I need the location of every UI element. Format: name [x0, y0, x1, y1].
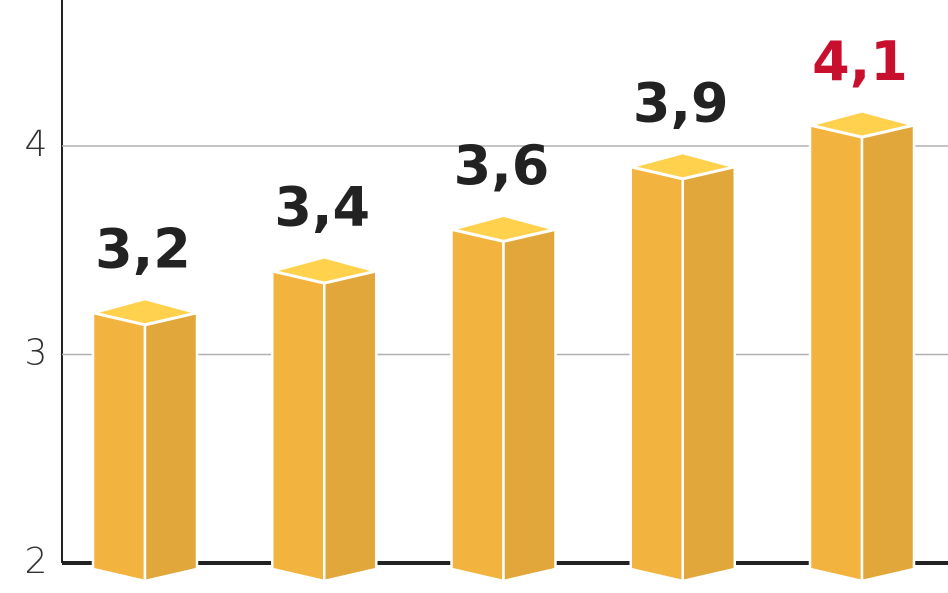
bar-top-face: [809, 109, 915, 139]
bar-front-face: [629, 165, 684, 583]
value-label: 3,6: [454, 134, 550, 197]
bar-side-face: [860, 123, 916, 583]
bar-side-face: [143, 311, 199, 583]
bar-front-face: [450, 227, 505, 583]
bar-front-face: [91, 311, 147, 583]
bar-front-face: [271, 269, 326, 583]
bar-top-face: [630, 151, 736, 181]
bar-top-face: [92, 297, 198, 327]
bar: [629, 151, 736, 583]
value-label: 4,1: [812, 30, 908, 93]
bar-side-face: [502, 227, 557, 583]
value-label: 3,4: [274, 176, 370, 239]
bar: [808, 109, 916, 583]
bar: [450, 213, 557, 583]
bar-side-face: [681, 165, 736, 583]
bar: [271, 255, 378, 583]
bar-front-face: [808, 123, 864, 583]
bar-top-face: [451, 213, 556, 243]
bar-side-face: [323, 269, 378, 583]
value-label: 3,2: [95, 217, 191, 280]
y-tick-label: 3: [25, 332, 48, 373]
bar: [91, 297, 199, 583]
y-tick-label: 2: [25, 541, 48, 582]
value-label: 3,9: [633, 71, 729, 134]
bar-top-face: [271, 255, 377, 285]
y-tick-label: 4: [25, 124, 48, 165]
